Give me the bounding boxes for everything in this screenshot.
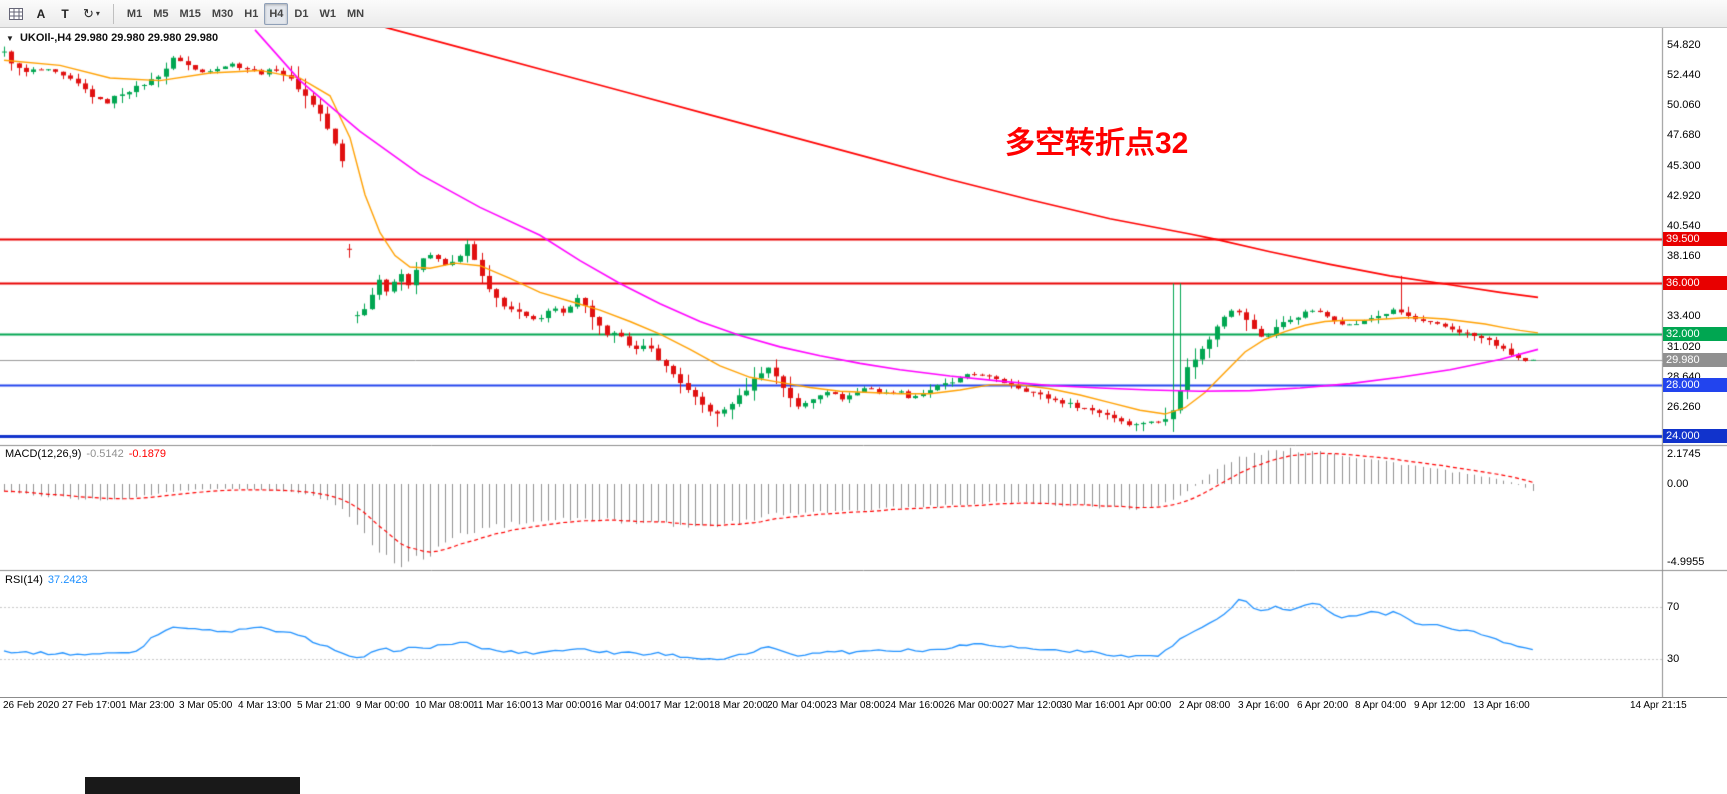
timeframe-button-d1[interactable]: D1 — [294, 7, 309, 20]
price-axis-tick: 50.060 — [1667, 99, 1701, 111]
time-axis-label: 14 Apr 21:15 — [1630, 700, 1687, 711]
time-axis-label: 1 Mar 23:00 — [121, 700, 175, 711]
time-axis-label: 23 Mar 08:00 — [826, 700, 885, 711]
price-axis-tick: 52.440 — [1667, 69, 1701, 81]
rsi-name: RSI(14) — [5, 574, 43, 586]
rsi-value: 37.2423 — [47, 574, 88, 586]
time-axis-label: 6 Apr 20:00 — [1297, 700, 1349, 711]
macd-axis-tick: -4.9955 — [1667, 556, 1705, 568]
timeframe-button-m5[interactable]: M5 — [153, 7, 169, 20]
time-axis-label: 3 Apr 16:00 — [1238, 700, 1290, 711]
time-axis-label: 9 Apr 12:00 — [1414, 700, 1466, 711]
chart-ohlc: 29.980 29.980 29.980 29.980 — [74, 32, 219, 44]
time-axis-label: 18 Mar 20:00 — [709, 700, 768, 711]
time-axis-label: 16 Mar 04:00 — [591, 700, 650, 711]
cycle-tool-button[interactable]: ↻ ▾ — [78, 3, 105, 25]
template-tool-button[interactable]: T — [54, 3, 76, 25]
macd-main-value: -0.5142 — [86, 448, 124, 460]
toolbar-separator — [112, 3, 114, 24]
time-axis-label: 5 Mar 21:00 — [297, 700, 351, 711]
price-axis-tick: 33.400 — [1667, 310, 1701, 322]
rsi-axis-tick: 30 — [1667, 653, 1680, 665]
timeframe-button-m1[interactable]: M1 — [126, 7, 143, 20]
time-axis-label: 11 Mar 16:00 — [473, 700, 532, 711]
template-tool-label: T — [61, 6, 69, 21]
time-axis[interactable]: 26 Feb 2020 27 Feb 17:00 1 Mar 23:00 3 Mar … — [0, 697, 1727, 715]
time-axis-label: 1 Apr 00:00 — [1120, 700, 1172, 711]
time-axis-label: 13 Mar 00:00 — [532, 700, 591, 711]
time-axis-label: 3 Mar 05:00 — [179, 700, 233, 711]
time-axis-label: 20 Mar 04:00 — [767, 700, 826, 711]
toolbar: A T ↻ ▾ M1 M5 M15 M30 H1 H4 D1 W1 MN — [0, 0, 1727, 28]
price-axis-tick: 42.920 — [1667, 190, 1701, 202]
timeframe-group: M1 M5 M15 M30 H1 H4 D1 W1 MN — [122, 2, 369, 25]
timeframe-button-mn[interactable]: MN — [346, 7, 365, 20]
chart-grid-button[interactable] — [4, 3, 28, 25]
grid-icon — [9, 7, 23, 20]
cycle-icon: ↻ — [83, 5, 94, 21]
price-axis-tick: 26.260 — [1667, 401, 1701, 413]
time-axis-label: 17 Mar 12:00 — [650, 700, 709, 711]
time-axis-label: 26 Mar 00:00 — [944, 700, 1003, 711]
time-axis-label: 10 Mar 08:00 — [415, 700, 474, 711]
price-tag-24-000[interactable]: 24.000 — [1663, 429, 1727, 443]
time-axis-label: 13 Apr 16:00 — [1473, 700, 1530, 711]
bid-price-tag: 29.980 — [1663, 353, 1727, 367]
chart-canvas[interactable] — [0, 28, 1727, 697]
timeframe-button-m30[interactable]: M30 — [211, 7, 234, 20]
time-axis-label: 30 Mar 16:00 — [1061, 700, 1120, 711]
timeframe-button-h4[interactable]: H4 — [264, 2, 289, 25]
time-axis-label: 26 Feb 2020 — [3, 700, 60, 711]
rsi-indicator-label: RSI(14) 37.2423 — [5, 574, 93, 586]
bottom-dark-bar — [85, 777, 300, 794]
price-axis-tick: 45.300 — [1667, 160, 1701, 172]
price-axis-tick: 40.540 — [1667, 220, 1701, 232]
timeframe-button-h1[interactable]: H1 — [244, 7, 259, 20]
time-axis-label: 2 Apr 08:00 — [1179, 700, 1231, 711]
price-axis-tick: 38.160 — [1667, 250, 1701, 262]
timeframe-button-w1[interactable]: W1 — [319, 7, 336, 20]
chart-annotation: 多空转折点32 — [1005, 127, 1189, 160]
price-tag-32-000[interactable]: 32.000 — [1663, 327, 1727, 341]
text-tool-label: A — [36, 6, 46, 21]
text-tool-button[interactable]: A — [30, 3, 52, 25]
price-axis-tick: 31.020 — [1667, 341, 1701, 353]
price-axis-tick: 47.680 — [1667, 129, 1701, 141]
macd-name: MACD(12,26,9) — [5, 448, 82, 460]
time-axis-label: 24 Mar 16:00 — [885, 700, 944, 711]
time-axis-label: 4 Mar 13:00 — [238, 700, 292, 711]
price-axis[interactable]: 54.820 52.440 50.060 47.680 45.300 42.920 40.5… — [1663, 28, 1727, 697]
time-axis-label: 9 Mar 00:00 — [356, 700, 410, 711]
time-axis-label: 27 Feb 17:00 — [62, 700, 121, 711]
time-axis-label: 8 Apr 04:00 — [1355, 700, 1407, 711]
bottom-area — [0, 715, 1727, 794]
macd-axis-tick: 0.00 — [1667, 478, 1689, 490]
price-tag-39-500[interactable]: 39.500 — [1663, 232, 1727, 246]
chart-dropdown-icon: ▼ — [6, 34, 14, 43]
rsi-axis-tick: 70 — [1667, 601, 1680, 613]
time-axis-label: 27 Mar 12:00 — [1003, 700, 1062, 711]
chevron-down-icon: ▾ — [95, 9, 100, 18]
macd-signal-value: -0.1879 — [128, 448, 167, 460]
macd-indicator-label: MACD(12,26,9) -0.5142 -0.1879 — [5, 448, 171, 460]
timeframe-button-m15[interactable]: M15 — [179, 7, 201, 20]
price-tag-28-000[interactable]: 28.000 — [1663, 378, 1727, 392]
chart-symbol-period: UKOIl-,H4 — [19, 32, 72, 44]
price-tag-36-000[interactable]: 36.000 — [1663, 276, 1727, 290]
macd-axis-tick: 2.1745 — [1667, 448, 1701, 460]
chart-title: ▼ UKOIl-,H4 29.980 29.980 29.980 29.980 — [6, 32, 218, 44]
price-axis-tick: 54.820 — [1667, 39, 1701, 51]
